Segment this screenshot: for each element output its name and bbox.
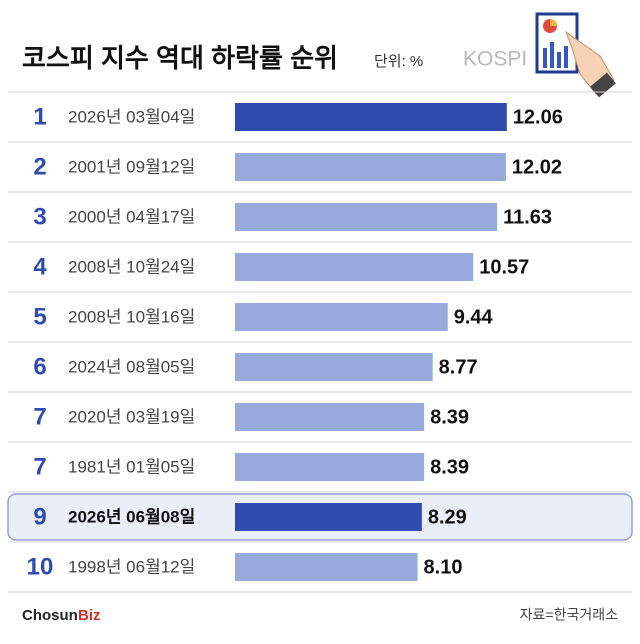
value-label: 8.77 [439, 356, 478, 378]
bar [235, 453, 425, 481]
category-label: 2000년 04월17일 [68, 207, 195, 226]
category-label: 2008년 10월16일 [68, 307, 195, 326]
category-label: 2026년 06월08일 [68, 507, 195, 526]
bar [235, 353, 433, 381]
bar [235, 203, 498, 231]
bar [235, 253, 474, 281]
rank-label: 3 [33, 203, 46, 230]
unit-label: 단위: % [374, 53, 423, 70]
bar [235, 153, 506, 181]
value-label: 8.10 [424, 556, 463, 578]
bar [235, 303, 448, 331]
rank-label: 9 [33, 503, 46, 530]
chart-title: 코스피 지수 역대 하락률 순위 [22, 43, 338, 73]
category-label: 1981년 01월05일 [68, 457, 195, 476]
value-label: 8.29 [428, 506, 467, 528]
value-label: 8.39 [430, 406, 469, 428]
bar [235, 103, 507, 131]
category-label: 2024년 08월05일 [68, 357, 195, 376]
rank-label: 6 [33, 353, 46, 380]
value-label: 9.44 [454, 306, 494, 328]
rank-label: 5 [33, 303, 46, 330]
value-label: 10.57 [479, 256, 529, 278]
bar [235, 553, 418, 581]
category-label: 2026년 03월04일 [68, 107, 195, 126]
category-label: 2001년 09월12일 [68, 157, 195, 176]
value-label: 12.06 [513, 106, 563, 128]
value-label: 8.39 [430, 456, 469, 478]
value-label: 11.63 [503, 206, 552, 228]
bar [235, 503, 422, 531]
brand-label: KOSPI [463, 48, 527, 71]
source: 자료=한국거래소 [520, 607, 618, 623]
category-label: 2008년 10월24일 [68, 257, 195, 276]
icon [535, 12, 616, 98]
value-label: 12.02 [512, 156, 562, 178]
category-label: 2020년 03월19일 [68, 407, 195, 426]
rank-label: 7 [33, 403, 46, 430]
rank-label: 1 [33, 103, 46, 130]
rank-label: 4 [33, 253, 47, 280]
rank-label: 10 [27, 553, 54, 580]
logo-text: Biz [78, 607, 101, 624]
rank-label: 2 [33, 153, 46, 180]
bar [235, 403, 425, 431]
category-label: 1998년 06월12일 [68, 557, 195, 576]
rank-label: 7 [33, 453, 46, 480]
logo-text: Chosun [22, 607, 78, 624]
